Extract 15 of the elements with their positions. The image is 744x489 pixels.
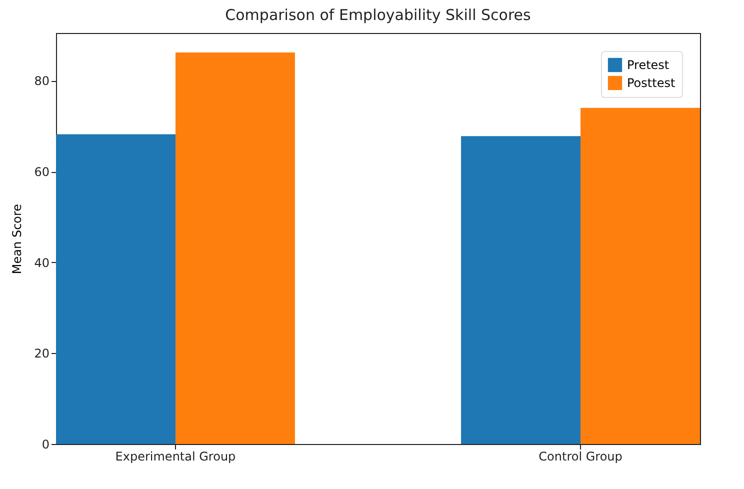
bar [175,52,295,444]
y-axis-title: Mean Score [10,204,24,274]
legend-label: Posttest [627,76,676,90]
y-tick-label: 40 [34,256,50,270]
bar [461,136,581,444]
y-tick-label: 80 [34,74,50,88]
legend-label: Pretest [627,58,670,72]
x-tick-label: Experimental Group [115,450,236,464]
chart-title: Comparison of Employability Skill Scores [225,6,532,24]
bar [580,108,700,444]
y-tick-label: 0 [42,438,50,452]
y-tick-label: 20 [34,346,50,361]
bar [56,134,176,444]
x-tick-label: Control Group [538,450,622,464]
y-tick-label: 60 [34,165,50,180]
